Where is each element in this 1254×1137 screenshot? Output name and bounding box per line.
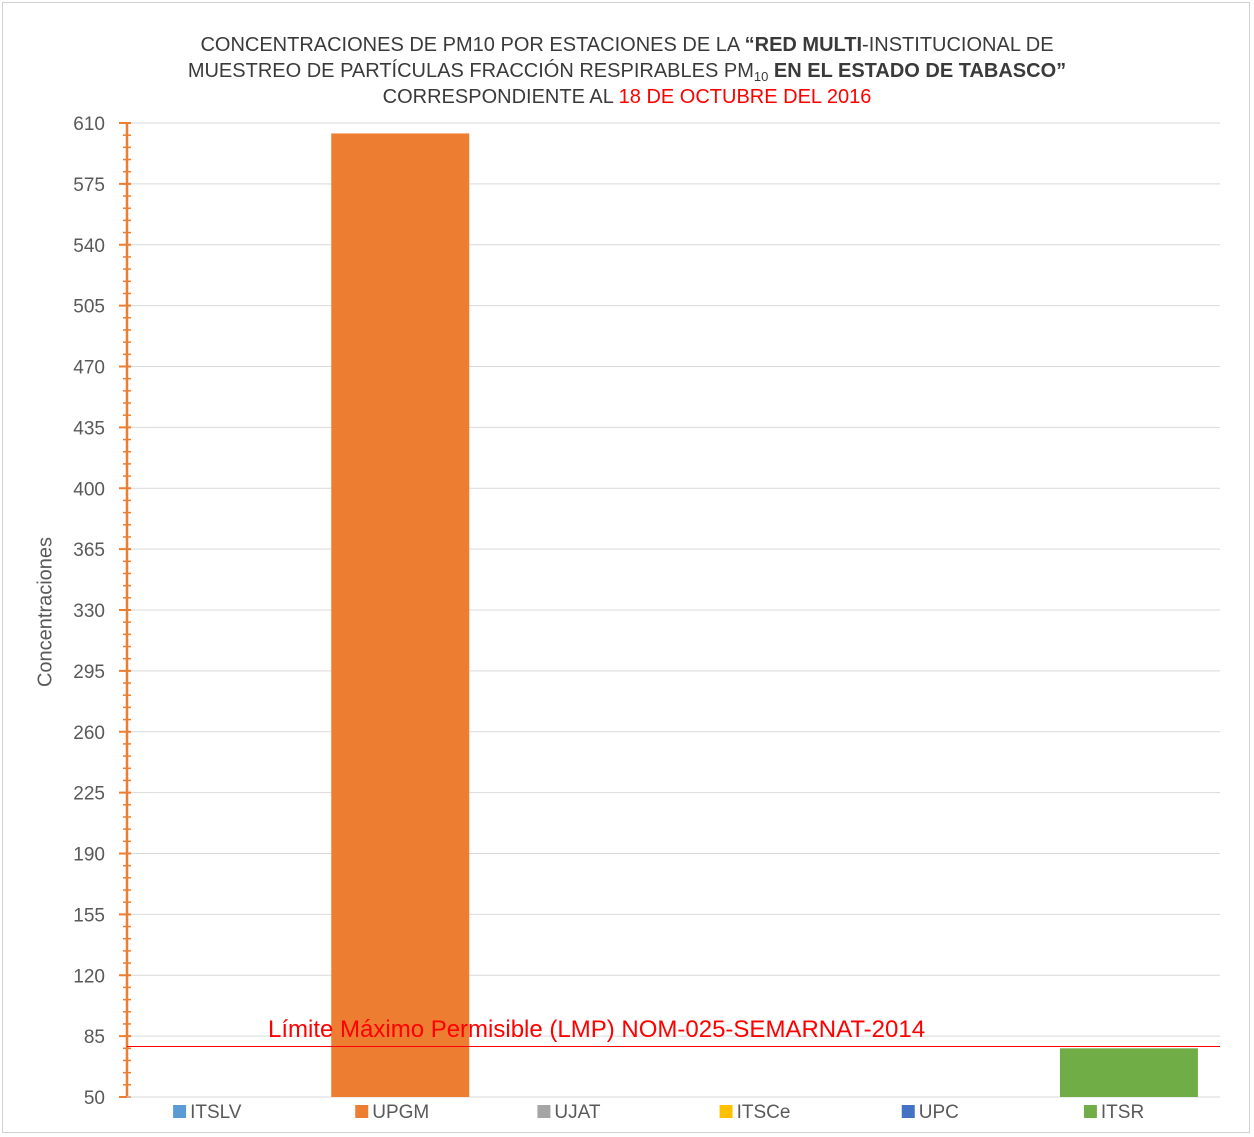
title-line-1: CONCENTRACIONES DE PM10 POR ESTACIONES D… bbox=[0, 32, 1254, 58]
title-text: CONCENTRACIONES DE PM10 POR ESTACIONES D… bbox=[200, 34, 745, 56]
legend-label: ITSCe bbox=[737, 1102, 791, 1123]
y-tick-label: 435 bbox=[73, 418, 105, 439]
title-text: CORRESPONDIENTE AL bbox=[382, 86, 619, 108]
legend-swatch bbox=[1083, 1105, 1097, 1118]
chart-title: CONCENTRACIONES DE PM10 POR ESTACIONES D… bbox=[0, 32, 1254, 110]
y-tick-label: 50 bbox=[84, 1088, 105, 1109]
y-tick-label: 155 bbox=[73, 905, 105, 926]
title-subscript: 10 bbox=[753, 69, 769, 84]
lmp-label: Límite Máximo Permisible (LMP) NOM-025-S… bbox=[268, 1016, 926, 1043]
title-text-bold: “RED MULTI bbox=[744, 34, 863, 56]
title-text-bold: EN EL ESTADO DE TABASCO” bbox=[768, 60, 1067, 82]
y-tick-label: 85 bbox=[84, 1027, 105, 1048]
legend-label: UPC bbox=[919, 1102, 959, 1123]
legend-swatch bbox=[355, 1105, 369, 1118]
legend-label: ITSLV bbox=[190, 1102, 242, 1123]
y-tick-label: 400 bbox=[73, 479, 105, 500]
title-date: 18 DE OCTUBRE DEL 2016 bbox=[618, 86, 872, 108]
title-text: -INSTITUCIONAL DE bbox=[862, 34, 1054, 56]
title-line-2: MUESTREO DE PARTÍCULAS FRACCIÓN RESPIRAB… bbox=[0, 58, 1254, 84]
bar-upgm bbox=[331, 133, 470, 1097]
legend-label: ITSR bbox=[1101, 1102, 1144, 1123]
y-tick-label: 295 bbox=[73, 662, 105, 683]
bar-itsr bbox=[1059, 1048, 1198, 1097]
legend-swatch bbox=[901, 1105, 915, 1118]
legend-label: UPGM bbox=[372, 1102, 429, 1123]
legend-swatch bbox=[719, 1105, 733, 1118]
y-tick-label: 190 bbox=[73, 845, 105, 866]
legend-swatch bbox=[537, 1105, 551, 1118]
y-tick-label: 260 bbox=[73, 723, 105, 744]
y-tick-label: 120 bbox=[73, 966, 105, 987]
title-line-3: CORRESPONDIENTE AL 18 DE OCTUBRE DEL 201… bbox=[0, 84, 1254, 110]
legend-label: UJAT bbox=[554, 1102, 600, 1123]
y-tick-label: 225 bbox=[73, 784, 105, 805]
y-tick-label: 505 bbox=[73, 297, 105, 318]
y-tick-label: 540 bbox=[73, 236, 105, 257]
y-tick-label: 575 bbox=[73, 175, 105, 196]
y-tick-label: 470 bbox=[73, 358, 105, 379]
y-tick-label: 330 bbox=[73, 601, 105, 622]
title-text: MUESTREO DE PARTÍCULAS FRACCIÓN RESPIRAB… bbox=[187, 60, 754, 82]
legend-swatch bbox=[173, 1105, 187, 1118]
y-tick-label: 365 bbox=[73, 540, 105, 561]
y-tick-label: 610 bbox=[73, 114, 105, 135]
